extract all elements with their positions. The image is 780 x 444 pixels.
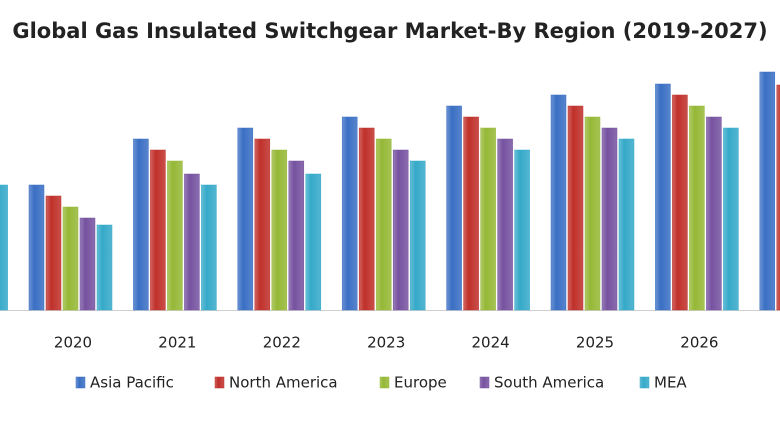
- bar: [446, 105, 462, 311]
- bar: [497, 138, 513, 311]
- legend-label: Asia Pacific: [90, 374, 174, 392]
- bar: [706, 116, 722, 311]
- bar: [45, 195, 62, 311]
- bar: [0, 184, 8, 311]
- bar: [584, 116, 601, 311]
- bar: [288, 160, 305, 311]
- bar: [759, 71, 776, 311]
- x-tick-label: 2025: [576, 334, 614, 352]
- legend-swatch: [479, 376, 490, 389]
- bar: [341, 116, 358, 311]
- bar: [150, 149, 166, 311]
- x-tick-label: 2024: [472, 334, 510, 352]
- legend-label: North America: [229, 374, 338, 392]
- bar: [550, 94, 567, 311]
- bar: [655, 83, 671, 311]
- legend-label: South America: [494, 374, 604, 392]
- legend-swatch: [75, 376, 86, 389]
- bar: [79, 217, 96, 311]
- bar: [689, 105, 705, 311]
- bar: [776, 84, 780, 311]
- x-tick-label: 2020: [54, 334, 92, 352]
- bar: [463, 116, 479, 311]
- bar: [254, 138, 271, 311]
- x-tick-label: 2026: [680, 334, 718, 352]
- chart-title: Global Gas Insulated Switchgear Market-B…: [12, 19, 767, 43]
- bar: [618, 138, 635, 311]
- bar: [96, 224, 113, 311]
- bar: [167, 160, 183, 311]
- bar: [392, 149, 409, 311]
- legend-label: MEA: [654, 374, 687, 392]
- legend-label: Europe: [394, 374, 447, 392]
- bar: [723, 127, 739, 311]
- legend-swatch: [379, 376, 390, 389]
- bar: [201, 184, 217, 311]
- bar: [514, 149, 530, 311]
- bar: [62, 206, 79, 311]
- bar: [672, 94, 688, 311]
- bar: [28, 184, 45, 311]
- bar: [305, 173, 322, 311]
- bar: [409, 160, 426, 311]
- bar: [271, 149, 288, 311]
- x-tick-label: 2023: [367, 334, 405, 352]
- legend-swatch: [639, 376, 650, 389]
- bar: [375, 138, 392, 311]
- bar: [237, 127, 254, 311]
- bar: [567, 105, 584, 311]
- legend-swatch: [214, 376, 225, 389]
- bar: [133, 138, 149, 311]
- x-tick-label: 2022: [263, 334, 301, 352]
- bar: [480, 127, 496, 311]
- bar: [601, 127, 618, 311]
- bar: [184, 173, 200, 311]
- bar: [358, 127, 375, 311]
- x-tick-label: 2021: [158, 334, 196, 352]
